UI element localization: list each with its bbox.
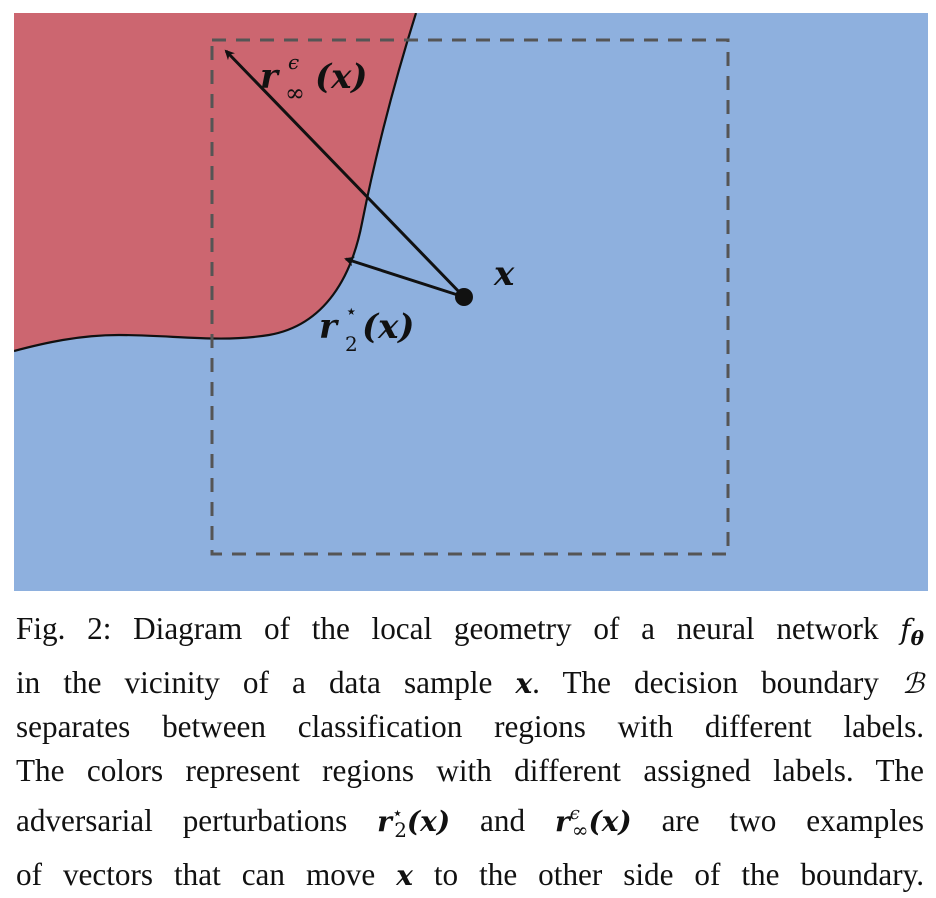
caption-line-4: The colors represent regions with differ…: [16, 752, 924, 788]
decision-boundary: [14, 13, 418, 353]
decision-boundary-diagram: x r ϵ ∞ (x) r ⋆ 2 (x): [14, 13, 928, 591]
caption-text: Fig. 2: Diagram of the local geometry of…: [16, 611, 901, 646]
caption-line-3: separates between classification regions…: [16, 709, 924, 745]
r2-label: r ⋆ 2 (x): [319, 299, 414, 356]
caption-text: . The decision boundary: [532, 664, 902, 700]
r-inf-superscript: ϵ: [288, 50, 299, 74]
caption-line-1: Fig. 2: Diagram of the local geometry of…: [16, 607, 924, 661]
r2-subscript: 2: [394, 818, 407, 843]
caption-text: to the other side of the boundary.: [412, 856, 925, 892]
red-region: [14, 13, 416, 351]
r-inf-symbol: r: [260, 57, 280, 97]
r-symbol: r: [554, 805, 570, 839]
data-point: [455, 288, 473, 306]
f-symbol: f: [900, 613, 911, 646]
caption-line-6: of vectors that can move x to the other …: [16, 853, 924, 898]
r2-arrow: [344, 256, 465, 299]
r-inf-superscript: ϵ: [569, 803, 580, 825]
x-symbol: x: [396, 858, 413, 892]
epsilon-box: [210, 38, 730, 556]
r2-superscript: ⋆: [345, 299, 358, 323]
caption-line-2: in the vicinity of a data sample x. The …: [16, 661, 924, 706]
r-inf-arrow: [224, 49, 466, 299]
caption-text: are two examples: [631, 803, 924, 839]
r-symbol: r: [377, 805, 392, 839]
r2-argument: (x): [406, 805, 451, 839]
caption-text: and: [450, 803, 555, 839]
caption-text: in the vicinity of a data sample: [16, 664, 516, 700]
r-inf-argument: (x): [315, 57, 367, 97]
theta-subscript: θ: [910, 626, 924, 650]
r2-superscript: ⋆: [391, 803, 404, 825]
caption-text: adversarial perturbations: [16, 803, 378, 839]
caption-text: of vectors that can move: [16, 856, 397, 892]
r2-argument: (x): [362, 307, 414, 347]
r-inf-subscript: ∞: [285, 79, 305, 107]
r-inf-subscript: ∞: [571, 818, 589, 843]
figure-caption: Fig. 2: Diagram of the local geometry of…: [16, 607, 924, 898]
caption-line-5: adversarial perturbations r⋆2(x) and rϵ∞…: [16, 792, 924, 853]
r-inf-label: r ϵ ∞ (x): [260, 50, 367, 107]
r2-symbol: r: [319, 307, 339, 347]
r2-subscript: 2: [345, 332, 358, 356]
point-label: x: [493, 254, 515, 294]
r-inf-argument: (x): [588, 805, 632, 839]
x-symbol: x: [515, 666, 533, 700]
boundary-symbol: ℬ: [901, 666, 924, 700]
